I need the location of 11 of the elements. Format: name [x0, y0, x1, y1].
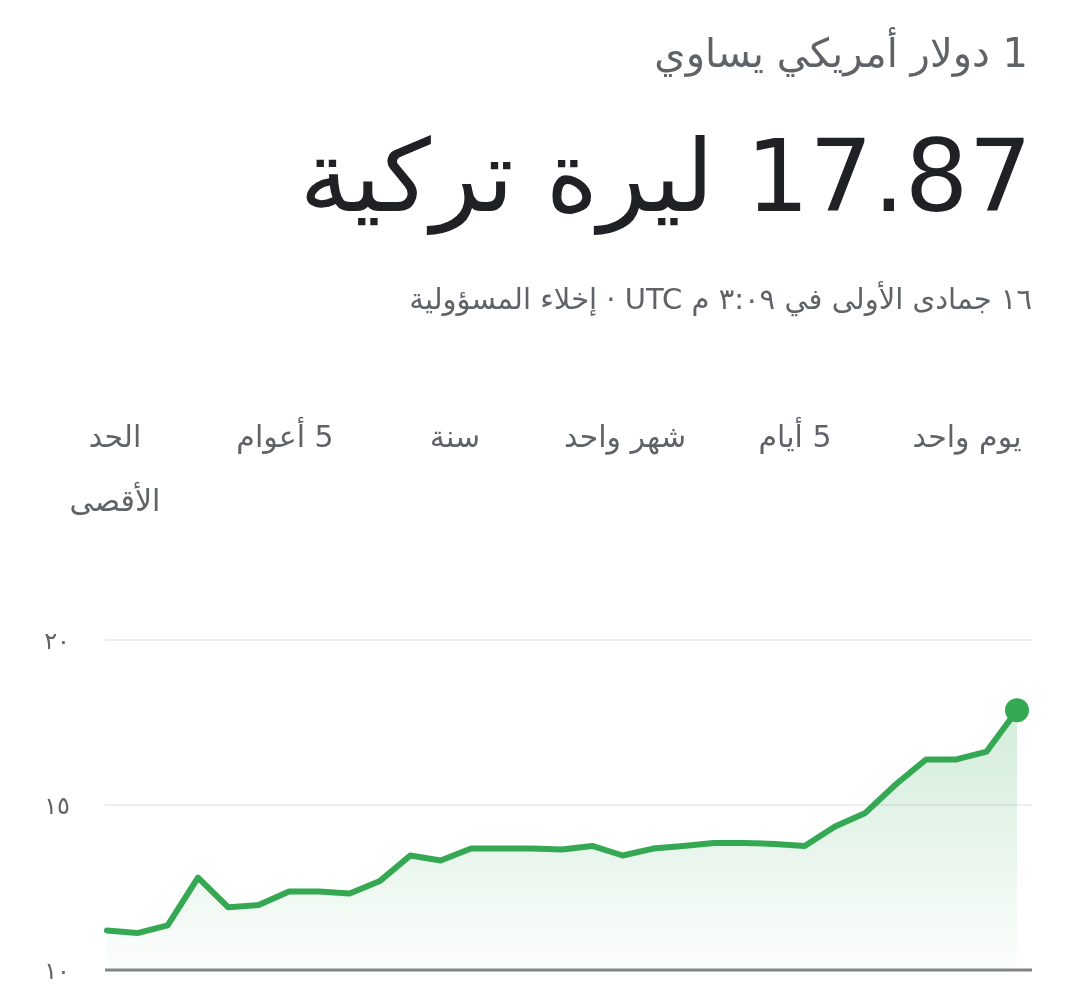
y-tick-label: ١٥: [44, 792, 70, 820]
y-tick-label: ٢٠: [44, 627, 70, 655]
annotation: الحد الأقصى: [68, 418, 162, 520]
annotation: ١٦ جمادى الأولى في ٣:٠٩ م UTC · إخلاء المسؤولية: [409, 282, 1032, 316]
annotation: 5 أيام: [757, 416, 833, 456]
y-tick-label: ١٠: [44, 957, 70, 985]
annotation: يوم واحد: [911, 418, 1023, 457]
annotation: سنة: [428, 418, 482, 456]
annotation: 5 أعوام: [185, 405, 385, 469]
title: 17.87 ليرة تركية: [299, 118, 1032, 235]
annotation: شهر واحد: [562, 418, 688, 457]
